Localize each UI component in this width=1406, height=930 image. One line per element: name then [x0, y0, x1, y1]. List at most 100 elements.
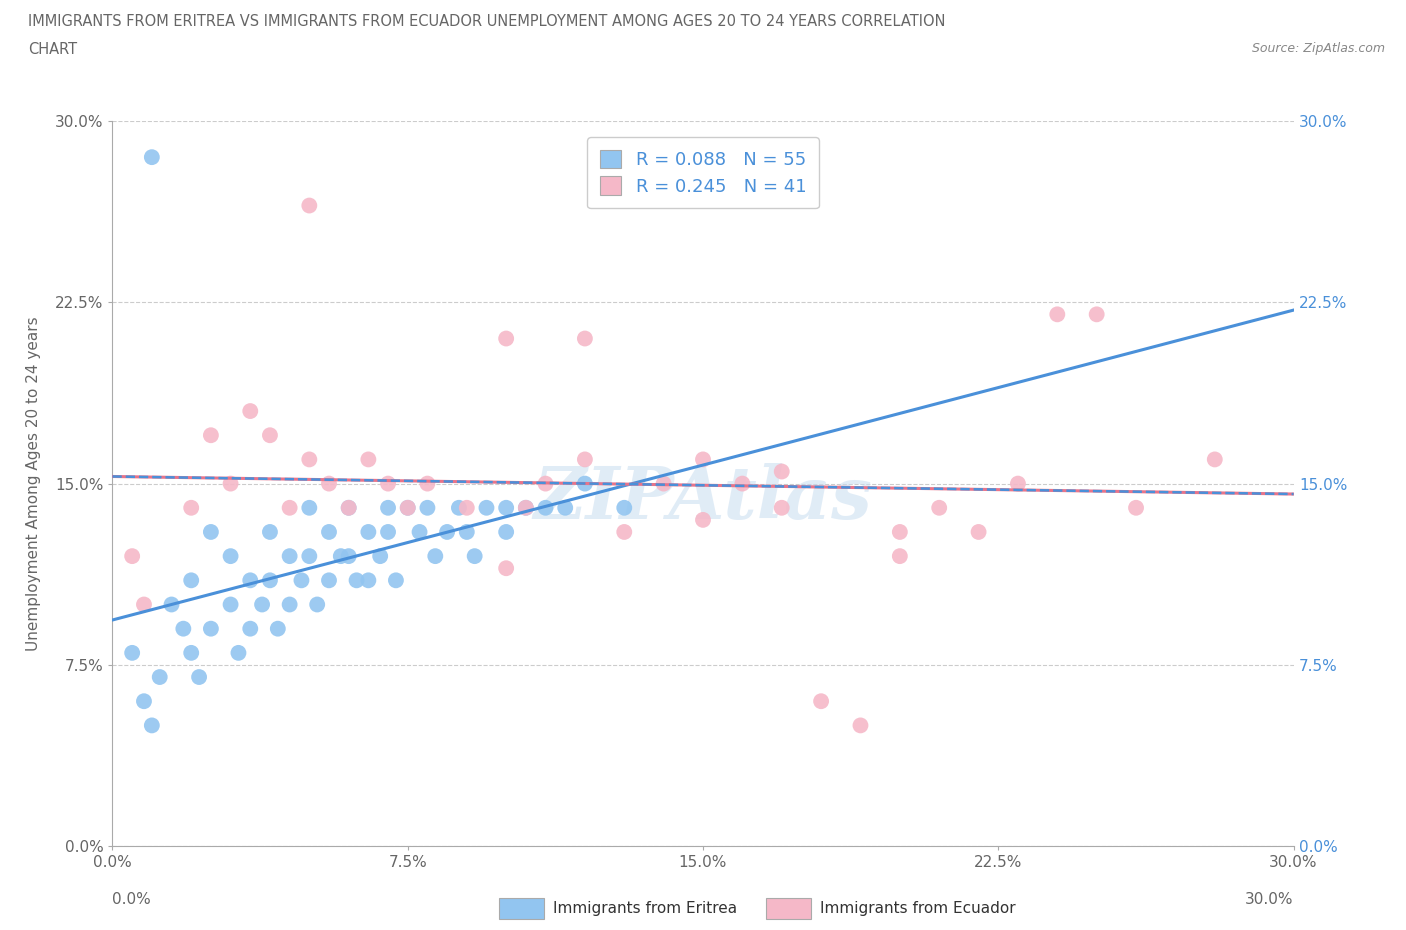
Point: [337, 500, 360, 515]
Point: [278, 597, 301, 612]
Point: [770, 464, 793, 479]
Point: [967, 525, 990, 539]
Point: [849, 718, 872, 733]
Point: [475, 500, 498, 515]
Point: [464, 549, 486, 564]
Text: 30.0%: 30.0%: [1246, 892, 1294, 907]
Point: [613, 525, 636, 539]
Text: Source: ZipAtlas.com: Source: ZipAtlas.com: [1251, 42, 1385, 55]
Point: [298, 549, 321, 564]
Text: CHART: CHART: [28, 42, 77, 57]
Point: [534, 476, 557, 491]
Point: [613, 500, 636, 515]
Y-axis label: Unemployment Among Ages 20 to 24 years: Unemployment Among Ages 20 to 24 years: [27, 316, 41, 651]
Point: [396, 500, 419, 515]
Point: [278, 549, 301, 564]
Point: [377, 525, 399, 539]
Point: [337, 500, 360, 515]
Point: [228, 645, 250, 660]
Point: [652, 476, 675, 491]
Point: [1085, 307, 1108, 322]
Point: [447, 500, 470, 515]
Text: ZIPAtlas: ZIPAtlas: [534, 462, 872, 534]
Point: [267, 621, 290, 636]
Point: [692, 452, 714, 467]
Point: [200, 525, 222, 539]
Point: [132, 597, 155, 612]
Point: [1125, 500, 1147, 515]
Point: [259, 525, 281, 539]
Point: [329, 549, 352, 564]
Point: [219, 476, 242, 491]
Point: [298, 500, 321, 515]
Point: [574, 331, 596, 346]
Point: [396, 500, 419, 515]
Point: [408, 525, 430, 539]
Point: [385, 573, 408, 588]
Point: [239, 573, 262, 588]
Point: [731, 476, 754, 491]
Point: [456, 500, 478, 515]
Point: [810, 694, 832, 709]
Point: [188, 670, 211, 684]
Point: [770, 500, 793, 515]
Point: [1046, 307, 1069, 322]
Point: [928, 500, 950, 515]
Text: IMMIGRANTS FROM ERITREA VS IMMIGRANTS FROM ECUADOR UNEMPLOYMENT AMONG AGES 20 TO: IMMIGRANTS FROM ERITREA VS IMMIGRANTS FR…: [28, 14, 946, 29]
Point: [574, 452, 596, 467]
Point: [149, 670, 172, 684]
Point: [357, 573, 380, 588]
Point: [889, 549, 911, 564]
Point: [219, 549, 242, 564]
Point: [239, 621, 262, 636]
Point: [259, 573, 281, 588]
Point: [121, 645, 143, 660]
Point: [495, 331, 517, 346]
Point: [416, 500, 439, 515]
Point: [290, 573, 312, 588]
Point: [574, 476, 596, 491]
Text: Immigrants from Eritrea: Immigrants from Eritrea: [553, 901, 737, 916]
Point: [318, 476, 340, 491]
Point: [298, 198, 321, 213]
Point: [495, 525, 517, 539]
Point: [495, 561, 517, 576]
Point: [160, 597, 183, 612]
Point: [318, 525, 340, 539]
Point: [318, 573, 340, 588]
Point: [368, 549, 391, 564]
Point: [337, 549, 360, 564]
Point: [141, 718, 163, 733]
Point: [515, 500, 537, 515]
Point: [180, 645, 202, 660]
Point: [416, 476, 439, 491]
Point: [357, 452, 380, 467]
Point: [259, 428, 281, 443]
Text: Immigrants from Ecuador: Immigrants from Ecuador: [820, 901, 1015, 916]
Point: [141, 150, 163, 165]
Point: [219, 597, 242, 612]
Text: 0.0%: 0.0%: [112, 892, 152, 907]
Point: [200, 428, 222, 443]
Point: [1007, 476, 1029, 491]
Point: [889, 525, 911, 539]
Point: [239, 404, 262, 418]
Point: [200, 621, 222, 636]
Point: [456, 525, 478, 539]
Point: [554, 500, 576, 515]
Point: [180, 500, 202, 515]
Point: [436, 525, 458, 539]
Point: [357, 525, 380, 539]
Point: [692, 512, 714, 527]
Point: [377, 476, 399, 491]
Point: [346, 573, 368, 588]
Point: [180, 573, 202, 588]
Point: [298, 452, 321, 467]
Point: [377, 500, 399, 515]
Point: [172, 621, 194, 636]
Point: [121, 549, 143, 564]
Point: [495, 500, 517, 515]
Legend: R = 0.088   N = 55, R = 0.245   N = 41: R = 0.088 N = 55, R = 0.245 N = 41: [586, 138, 820, 208]
Point: [534, 500, 557, 515]
Point: [515, 500, 537, 515]
